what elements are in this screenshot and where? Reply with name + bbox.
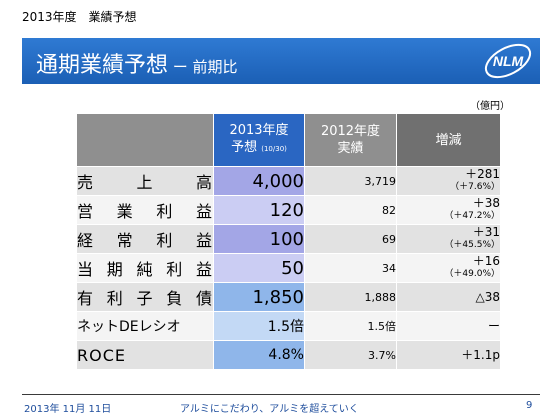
company-logo: NLM (484, 43, 532, 79)
change-cell: ー (396, 311, 501, 341)
actual-cell: 3.7% (304, 340, 397, 370)
change-percent: （＋7.6%） (450, 182, 500, 192)
footer-date: 2013年 11月 11日 (24, 404, 112, 415)
change-percent: （＋45.5%） (444, 240, 500, 250)
row-label: 営業利益 (76, 195, 214, 225)
change-value: ー (487, 318, 500, 333)
table-row: 営業利益 120 82 ＋38 （＋47.2%） (76, 195, 501, 225)
change-percent: （＋49.0%） (444, 269, 500, 279)
header-change: 増減 (396, 113, 501, 167)
change-value: △38 (475, 289, 501, 304)
header-actual-label: 実績 (337, 141, 364, 156)
row-label: ネットDEレシオ (76, 311, 214, 341)
header-forecast: 2013年度 予想 (10/30) (213, 113, 305, 167)
table-row: 経常利益 100 69 ＋31 （＋45.5%） (76, 224, 501, 254)
change-value: ＋1.1p (461, 347, 500, 362)
row-label: 売上高 (76, 166, 214, 196)
change-value: ＋38 (472, 196, 500, 210)
top-label: 2013年度 業績予想 (22, 10, 137, 24)
actual-cell: 82 (304, 195, 397, 225)
forecast-cell: 120 (213, 195, 305, 225)
header-forecast-label: 予想 (231, 140, 258, 155)
title-subtitle: ー 前期比 (168, 58, 238, 76)
logo-text: NLM (493, 53, 524, 69)
change-cell: ＋16 （＋49.0%） (396, 253, 501, 283)
unit-label: （億円） (470, 101, 510, 112)
actual-cell: 1.5倍 (304, 311, 397, 341)
actual-cell: 1,888 (304, 282, 397, 312)
footer-slogan: アルミにこだわり、アルミを超えていく (180, 404, 359, 415)
title-banner: 通期業績予想 ー 前期比 NLM (22, 38, 540, 84)
header-actual-year: 2012年度 (320, 124, 381, 139)
header-blank (76, 113, 214, 167)
change-cell: △38 (396, 282, 501, 312)
row-label: 当期純利益 (76, 253, 214, 283)
page-title: 通期業績予想 ー 前期比 (36, 47, 238, 79)
page-number: 9 (526, 400, 533, 411)
change-value: ＋16 (472, 254, 500, 268)
title-main: 通期業績予想 (36, 53, 169, 78)
header-forecast-note: (10/30) (261, 145, 287, 153)
forecast-cell: 50 (213, 253, 305, 283)
change-cell: ＋31 （＋45.5%） (396, 224, 501, 254)
actual-cell: 69 (304, 224, 397, 254)
change-cell: ＋281 （＋7.6%） (396, 166, 501, 196)
row-label: 経常利益 (76, 224, 214, 254)
table-row: ネットDEレシオ 1.5倍 1.5倍 ー (76, 311, 501, 341)
change-percent: （＋47.2%） (444, 211, 500, 221)
change-value: ＋281 (465, 167, 500, 181)
header-forecast-year: 2013年度 (229, 123, 289, 138)
actual-cell: 3,719 (304, 166, 397, 196)
table-row: ROCE 4.8% 3.7% ＋1.1p (76, 340, 501, 370)
table-header-row: 2013年度 予想 (10/30) 2012年度 実績 増減 (76, 113, 501, 167)
change-value: ＋31 (472, 225, 500, 239)
forecast-cell: 1,850 (213, 282, 305, 312)
table-row: 有利子負債 1,850 1,888 △38 (76, 282, 501, 312)
change-cell: ＋38 （＋47.2%） (396, 195, 501, 225)
row-label: 有利子負債 (76, 282, 214, 312)
forecast-cell: 1.5倍 (213, 311, 305, 341)
header-actual: 2012年度 実績 (304, 113, 397, 167)
actual-cell: 34 (304, 253, 397, 283)
forecast-table: 2013年度 予想 (10/30) 2012年度 実績 増減 売上高 4,000 3… (76, 113, 501, 370)
table-row: 売上高 4,000 3,719 ＋281 （＋7.6%） (76, 166, 501, 196)
forecast-cell: 100 (213, 224, 305, 254)
forecast-cell: 4,000 (213, 166, 305, 196)
table-row: 当期純利益 50 34 ＋16 （＋49.0%） (76, 253, 501, 283)
row-label: ROCE (76, 340, 214, 370)
footer-divider (22, 394, 540, 395)
change-cell: ＋1.1p (396, 340, 501, 370)
forecast-cell: 4.8% (213, 340, 305, 370)
